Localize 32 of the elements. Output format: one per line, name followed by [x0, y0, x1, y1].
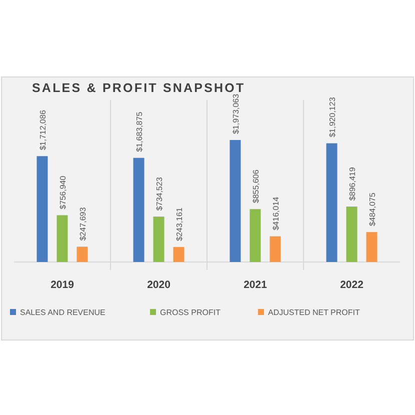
bar	[76, 246, 88, 262]
chart-title: SALES & PROFIT SNAPSHOT	[32, 81, 246, 95]
bar	[326, 143, 338, 262]
data-label: $756,940	[58, 175, 68, 210]
bar	[56, 215, 68, 262]
data-label: $1,973,063	[231, 93, 240, 134]
bar	[230, 140, 241, 262]
x-tick-label: 2022	[340, 279, 364, 291]
data-label: $1,683,875	[134, 111, 144, 152]
data-label: $243,161	[174, 207, 184, 241]
bar	[346, 206, 358, 262]
data-label: $247,693	[78, 206, 88, 241]
legend-label: GROSS PROFIT	[160, 308, 221, 317]
data-label: $484,075	[368, 192, 377, 226]
bar	[173, 246, 184, 262]
bar	[153, 216, 164, 262]
data-label: $896,419	[348, 166, 357, 201]
data-label: $734,523	[154, 176, 164, 211]
data-label: $416,014	[271, 196, 280, 230]
data-label: $1,712,086	[38, 110, 48, 150]
data-label: $1,920,123	[328, 96, 337, 138]
data-label: $855,606	[251, 169, 260, 204]
x-tick-label: 2019	[50, 279, 74, 291]
bar	[250, 209, 261, 262]
x-tick-label: 2021	[244, 279, 268, 291]
bar	[366, 232, 378, 262]
bar	[36, 156, 48, 262]
x-tick-label: 2020	[147, 279, 171, 291]
legend-label: ADJUSTED NET PROFIT	[268, 308, 360, 317]
bar	[133, 158, 144, 262]
legend-label: SALES AND REVENUE	[20, 308, 106, 317]
bar	[270, 236, 281, 262]
